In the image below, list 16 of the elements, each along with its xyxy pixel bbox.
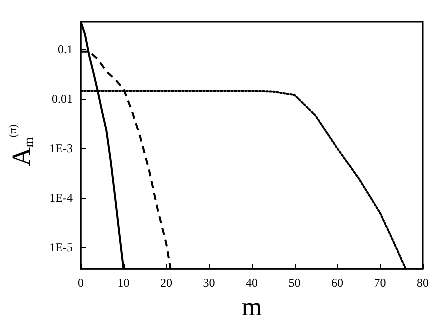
y-tick-label: 1E-3 — [50, 142, 73, 156]
x-tick-label: 40 — [246, 276, 258, 290]
x-tick-label: 30 — [203, 276, 216, 290]
y-tick-label: 1E-4 — [50, 191, 73, 206]
x-tick-label: 20 — [160, 276, 172, 290]
x-tick-label: 0 — [78, 276, 84, 290]
x-tick-label: 80 — [417, 276, 429, 290]
x-tick-label: 60 — [332, 276, 344, 290]
x-axis-title: m — [242, 292, 262, 322]
y-tick-label: 0.1 — [58, 42, 73, 57]
x-tick-label: 50 — [288, 276, 301, 290]
y-tick-label: 0.01 — [52, 92, 73, 106]
x-tick-label: 10 — [118, 276, 130, 290]
y-axis-title: Am(π) — [7, 124, 36, 166]
x-tick-label: 70 — [374, 276, 386, 290]
y-tick-label: 1E-5 — [50, 240, 73, 255]
